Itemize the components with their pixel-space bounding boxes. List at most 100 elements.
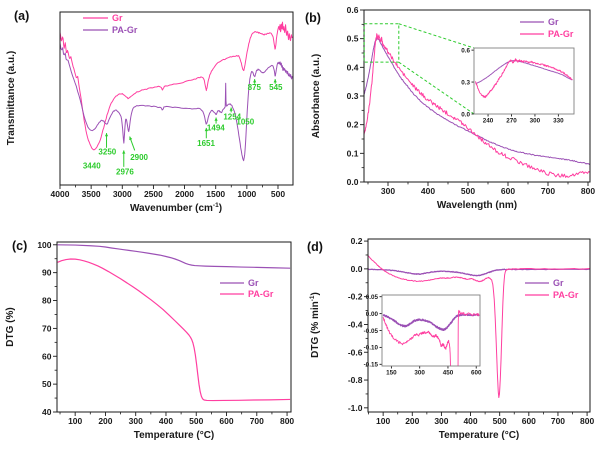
svg-text:400: 400 — [463, 416, 477, 426]
svg-text:800: 800 — [280, 416, 294, 426]
svg-text:600: 600 — [522, 416, 536, 426]
panel-c-ylabel: DTG (%) — [5, 307, 16, 346]
panel-c-xlabel: Temperature (°C) — [134, 430, 215, 441]
legend-label-PA-Gr: PA-Gr — [548, 29, 574, 39]
panel-a-ftir-chart: 4000 3500 3000 2500 2000 1500 1000 500 Wavenumbe… — [6, 11, 294, 214]
svg-text:700: 700 — [541, 186, 555, 196]
svg-text:270: 270 — [506, 117, 517, 124]
panel-label-a: (a) — [14, 9, 30, 23]
series-PA-Gr — [368, 255, 590, 399]
svg-text:0.0: 0.0 — [351, 264, 363, 274]
legend-label-Gr: Gr — [548, 17, 559, 27]
series-PA-Gr — [364, 33, 590, 178]
svg-text:800: 800 — [581, 186, 595, 196]
svg-text:70: 70 — [42, 323, 52, 333]
svg-text:300: 300 — [530, 117, 541, 124]
panel-a-xlabel: Wavenumber (cm-1) — [130, 202, 222, 214]
series-Gr — [57, 244, 291, 269]
svg-text:80: 80 — [42, 296, 52, 306]
svg-text:3500: 3500 — [82, 189, 101, 199]
svg-text:300: 300 — [129, 416, 143, 426]
panel-b-legend: Gr PA-Gr — [520, 17, 574, 39]
peak-annotation-545: 545 — [269, 83, 283, 92]
svg-text:300: 300 — [434, 416, 448, 426]
svg-text:-0.10: -0.10 — [364, 345, 379, 352]
svg-text:4000: 4000 — [51, 189, 70, 199]
peak-annotation-1494: 1494 — [207, 124, 225, 133]
legend-label-Gr: Gr — [553, 278, 564, 288]
panel-d-inset-axes: 150 300 450 600 0.05 0.00 -0.05 -0.10 -0.15 — [364, 294, 482, 377]
svg-text:-0.6: -0.6 — [348, 347, 363, 357]
legend-label-PA-Gr: PA-Gr — [553, 290, 579, 300]
svg-text:1000: 1000 — [237, 189, 256, 199]
panel-b-inset: 240 270 300 330 0.0 0.3 0.6 — [461, 47, 575, 124]
svg-text:600: 600 — [219, 416, 233, 426]
svg-text:300: 300 — [381, 186, 395, 196]
peak-annotation-2900: 2900 — [130, 153, 148, 162]
panel-b-plot: 300 400 500 600 700 800 0.0 0.1 0.2 0.3 0.4 0.5 0.6 W… — [311, 5, 595, 211]
svg-text:0.5: 0.5 — [347, 34, 359, 44]
svg-text:0.2: 0.2 — [351, 236, 363, 246]
panel-a-legend: Gr PA-Gr — [83, 13, 138, 35]
panel-b-ylabel: Absorbance (a.u.) — [311, 54, 322, 138]
svg-text:2500: 2500 — [144, 189, 163, 199]
svg-text:-0.05: -0.05 — [364, 328, 379, 335]
legend-label-Gr: Gr — [112, 13, 123, 23]
series-Gr — [60, 21, 293, 151]
svg-text:100: 100 — [376, 416, 390, 426]
svg-text:0.2: 0.2 — [347, 120, 359, 130]
series-PA-Gr — [57, 258, 291, 402]
svg-text:700: 700 — [250, 416, 264, 426]
svg-text:0.6: 0.6 — [347, 5, 359, 15]
peak-annotation-1651: 1651 — [197, 139, 215, 148]
svg-text:0.0: 0.0 — [461, 111, 470, 118]
panel-d-axes: 100 200 300 400 500 600 700 8000.20.0-0.2-0.4-0… — [348, 236, 595, 426]
panel-b-inset-axes: 240 270 300 330 0.0 0.3 0.6 — [461, 47, 575, 124]
panel-d-dtg-chart: 100 200 300 400 500 600 700 8000.20.0-0.2-0.4-0… — [309, 236, 595, 441]
svg-text:60: 60 — [42, 351, 52, 361]
peak-annotation-1254: 1254 — [223, 112, 241, 121]
peak-annotation-3250: 3250 — [98, 148, 116, 157]
peak-annotation-875: 875 — [248, 83, 262, 92]
svg-text:450: 450 — [443, 369, 454, 376]
panel-b-uvvis-chart: 300 400 500 600 700 800 0.0 0.1 0.2 0.3 0.4 0.5 0.6 W… — [311, 5, 595, 211]
peak-annotation-3440: 3440 — [83, 162, 101, 171]
svg-text:500: 500 — [189, 416, 203, 426]
panel-d-legend: Gr PA-Gr — [525, 278, 579, 300]
svg-text:200: 200 — [98, 416, 112, 426]
svg-text:40: 40 — [42, 407, 52, 417]
svg-text:90: 90 — [42, 268, 52, 278]
svg-text:500: 500 — [271, 189, 285, 199]
panel-label-b: (b) — [305, 11, 321, 25]
panel-d-series — [368, 255, 590, 399]
svg-text:0.00: 0.00 — [366, 311, 379, 318]
panel-c-axes: 100 200 300 400 500 600 700 800 40 50 60 70 80 90 100 — [37, 240, 294, 426]
panel-b-xlabel: Wavelength (nm) — [437, 200, 517, 211]
svg-text:200: 200 — [405, 416, 419, 426]
svg-text:0.3: 0.3 — [461, 79, 470, 86]
series-PA-Gr — [60, 42, 293, 162]
svg-text:0.6: 0.6 — [461, 47, 470, 54]
svg-text:700: 700 — [551, 416, 565, 426]
svg-text:330: 330 — [553, 117, 564, 124]
svg-text:300: 300 — [414, 369, 425, 376]
svg-text:-0.4: -0.4 — [348, 320, 363, 330]
svg-text:-1.0: -1.0 — [348, 403, 363, 413]
svg-text:150: 150 — [386, 369, 397, 376]
peak-annotation-2976: 2976 — [116, 168, 134, 177]
svg-text:600: 600 — [471, 369, 482, 376]
svg-text:400: 400 — [159, 416, 173, 426]
panel-a-plot: 4000 3500 3000 2500 2000 1500 1000 500 Wavenumbe… — [6, 11, 294, 214]
svg-text:0.0: 0.0 — [347, 177, 359, 187]
svg-text:500: 500 — [493, 416, 507, 426]
series-PA-Gr — [475, 58, 573, 99]
svg-text:1500: 1500 — [206, 189, 225, 199]
series-PA-Gr — [382, 309, 480, 366]
svg-text:0.3: 0.3 — [347, 91, 359, 101]
svg-text:100: 100 — [68, 416, 82, 426]
legend-label-Gr: Gr — [248, 278, 259, 288]
panel-b-axes: 300 400 500 600 700 800 0.0 0.1 0.2 0.3 0.4 0.5 0.6 — [347, 5, 596, 196]
panel-b-series — [364, 33, 590, 178]
